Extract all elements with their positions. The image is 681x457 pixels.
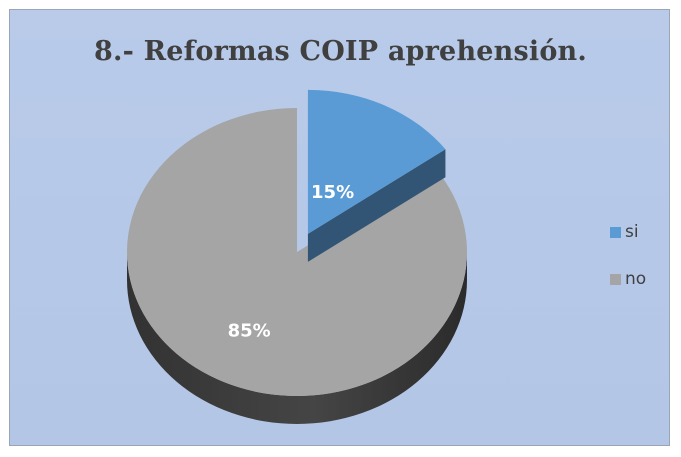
legend-swatch-no <box>610 273 621 285</box>
legend-item-si: si <box>610 222 646 242</box>
legend: si no <box>610 222 646 316</box>
legend-label-si: si <box>625 222 639 242</box>
legend-swatch-si <box>610 226 621 238</box>
pie-slice-cut-si <box>307 149 446 262</box>
data-label-si: 15% <box>311 182 354 203</box>
chart-title: 8.- Reformas COIP aprehensión. <box>94 36 587 67</box>
pie-slice-si <box>307 89 446 234</box>
pie-slice-side-no <box>127 252 467 424</box>
legend-label-no: no <box>625 269 647 289</box>
data-label-no: 85% <box>228 321 271 342</box>
legend-item-no: no <box>610 269 646 289</box>
pie-slice-no <box>126 108 468 397</box>
